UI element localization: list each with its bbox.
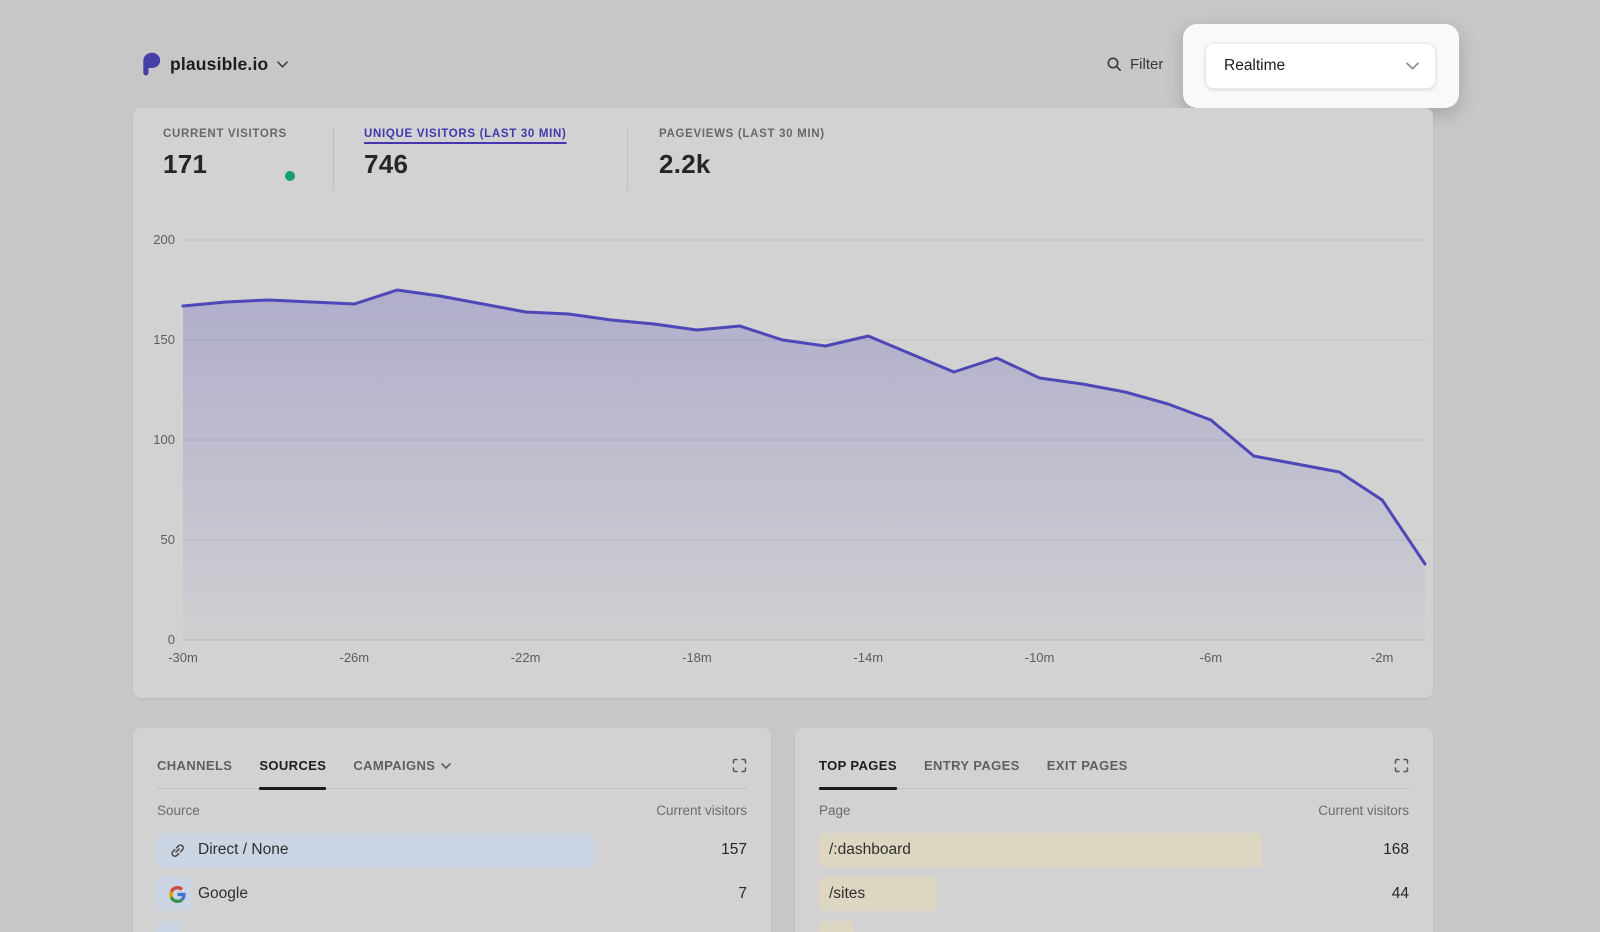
y-axis-tick-label: 100 [153, 432, 175, 447]
stat-label-active[interactable]: UNIQUE VISITORS (LAST 30 MIN) [364, 128, 567, 140]
plausible-logo-icon [140, 52, 161, 76]
row-bar [157, 921, 181, 932]
site-name: plausible.io [170, 53, 269, 74]
chart-line [181, 288, 1427, 566]
pages-panel: TOP PAGES ENTRY PAGES EXIT PAGES Page Cu… [795, 728, 1433, 932]
source-name: Direct / None [198, 841, 289, 858]
page-value: 168 [1383, 841, 1409, 858]
source-row-partial[interactable] [157, 921, 747, 932]
time-range-value: Realtime [1224, 57, 1286, 74]
filter-button[interactable]: Filter [1106, 56, 1163, 73]
search-icon [1106, 56, 1123, 73]
tab-entry-pages[interactable]: ENTRY PAGES [923, 758, 1020, 773]
source-row-direct[interactable]: Direct / None 157 [157, 833, 747, 867]
top-stats: CURRENT VISITORS 171 UNIQUE VISITORS (LA… [133, 108, 1433, 190]
tab-exit-pages[interactable]: EXIT PAGES [1046, 758, 1128, 773]
column-value-header: Current visitors [656, 803, 747, 818]
page-row-dashboard[interactable]: /:dashboard 168 [819, 833, 1409, 867]
source-value: 7 [738, 885, 747, 902]
spotlight-highlight: Realtime [1183, 24, 1459, 108]
page-name: /sites [829, 885, 866, 902]
row-bar [157, 833, 594, 867]
stat-label: CURRENT VISITORS [163, 128, 287, 140]
chart-canvas [181, 240, 1427, 640]
pages-tabs: TOP PAGES ENTRY PAGES EXIT PAGES [819, 758, 1409, 790]
x-axis-tick-label: -18m [682, 650, 712, 665]
tab-channels[interactable]: CHANNELS [157, 758, 233, 773]
sources-column-headers: Source Current visitors [157, 803, 747, 821]
stat-value: 171 [163, 149, 208, 179]
pages-column-headers: Page Current visitors [819, 803, 1409, 821]
stat-label: PAGEVIEWS (LAST 30 MIN) [659, 128, 825, 140]
y-axis-tick-label: 0 [167, 632, 175, 647]
expand-icon[interactable] [732, 758, 747, 773]
tab-top-pages[interactable]: TOP PAGES [819, 758, 897, 790]
tab-campaigns-label: CAMPAIGNS [353, 758, 436, 773]
column-name-header: Source [157, 803, 200, 818]
expand-icon[interactable] [1394, 758, 1409, 773]
sources-tabs: CHANNELS SOURCES CAMPAIGNS [157, 758, 747, 790]
tab-sources[interactable]: SOURCES [259, 758, 327, 790]
stat-value: 746 [364, 149, 409, 179]
link-icon [169, 842, 186, 859]
time-range-dropdown[interactable]: Realtime [1205, 43, 1436, 89]
page-name: /:dashboard [829, 841, 911, 858]
visitors-area-chart[interactable] [181, 240, 1427, 640]
x-axis-tick-label: -10m [1024, 650, 1055, 665]
visitors-graph-card: CURRENT VISITORS 171 UNIQUE VISITORS (LA… [133, 108, 1433, 698]
source-name: Google [198, 885, 248, 902]
x-axis-tick-label: -30m [168, 650, 198, 665]
row-bar [157, 877, 193, 911]
tab-campaigns[interactable]: CAMPAIGNS [353, 758, 452, 773]
x-axis-tick-label: -14m [853, 650, 884, 665]
y-axis-tick-label: 150 [153, 332, 175, 347]
column-value-header: Current visitors [1318, 803, 1409, 818]
x-axis-tick-label: -2m [1370, 650, 1394, 665]
stat-pageviews[interactable]: PAGEVIEWS (LAST 30 MIN) 2.2k [627, 128, 865, 190]
page-row-sites[interactable]: /sites 44 [819, 877, 1409, 911]
google-icon [169, 885, 186, 903]
y-axis-tick-label: 50 [160, 532, 175, 547]
site-switcher[interactable]: plausible.io [140, 52, 289, 76]
row-bar [819, 833, 1262, 867]
x-axis-tick-label: -26m [339, 650, 370, 665]
page-row-partial[interactable] [819, 921, 1409, 932]
chart-area-fill [183, 290, 1425, 640]
source-row-google[interactable]: Google 7 [157, 877, 747, 911]
x-axis-tick-label: -6m [1199, 650, 1223, 665]
stat-unique-visitors[interactable]: UNIQUE VISITORS (LAST 30 MIN) 746 [333, 128, 627, 190]
x-axis-tick-label: -22m [510, 650, 541, 665]
chevron-down-icon [277, 55, 289, 73]
stat-value: 2.2k [659, 149, 711, 179]
filter-label: Filter [1130, 56, 1164, 73]
row-bar [819, 921, 855, 932]
stat-current-visitors[interactable]: CURRENT VISITORS 171 [163, 128, 333, 190]
live-indicator-dot [285, 171, 295, 181]
chevron-down-icon [1406, 62, 1419, 70]
row-bar [819, 877, 937, 911]
source-value: 157 [721, 841, 747, 858]
column-name-header: Page [819, 803, 851, 818]
chevron-down-icon [441, 762, 452, 769]
page-value: 44 [1391, 885, 1409, 902]
y-axis-tick-label: 200 [153, 232, 175, 247]
sources-panel: CHANNELS SOURCES CAMPAIGNS Source Curren… [133, 728, 771, 932]
